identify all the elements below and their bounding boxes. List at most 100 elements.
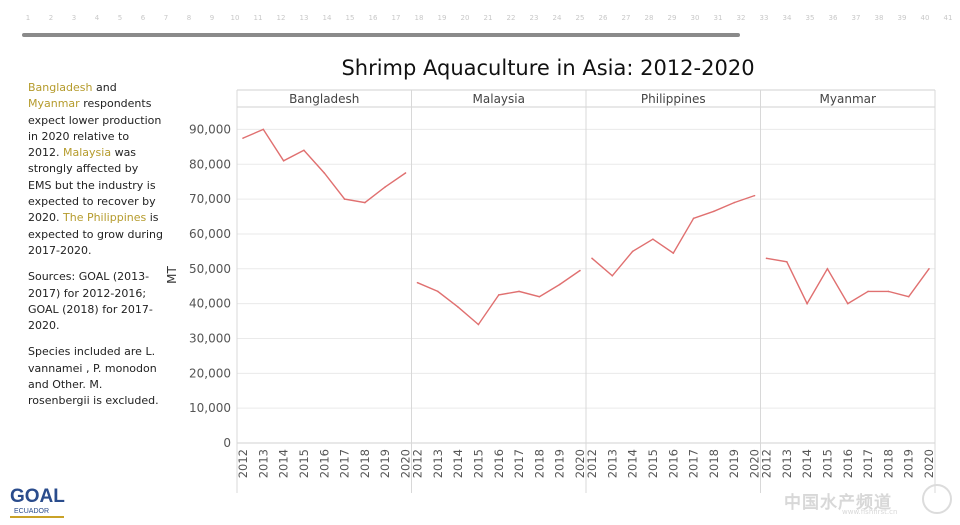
x-tick-label: 2015 xyxy=(297,449,311,478)
slider-tick-label: 37 xyxy=(851,14,861,22)
y-tick-label: 10,000 xyxy=(189,401,231,415)
panel-header-philippines: Philippines xyxy=(641,92,706,106)
page-slider-ticks: 1 2 3 4 5 6 7 8 9 10 11 12 13 14 15 16 17 18 19 20 21 22 23 24 2… xyxy=(25,14,958,30)
y-tick-label: 60,000 xyxy=(189,227,231,241)
data-point xyxy=(437,290,439,293)
x-tick-label: 2020 xyxy=(922,449,936,478)
x-tick-label: 2018 xyxy=(707,449,721,478)
slider-tick-label: 22 xyxy=(506,14,516,22)
sidebar-text: and xyxy=(92,81,117,94)
sidebar-notes: Bangladesh and Myanmar respondents expec… xyxy=(28,80,164,420)
y-tick-label: 80,000 xyxy=(189,157,231,171)
data-point xyxy=(786,261,788,263)
country-philippines: The Philippines xyxy=(63,211,147,225)
sidebar-text: is expected to grow during 2017-2020. xyxy=(28,211,163,257)
country-bangladesh: Bangladesh xyxy=(28,81,93,94)
sidebar-text: respondents expect lower production in 2… xyxy=(28,97,162,160)
data-point xyxy=(928,267,930,270)
series-line-malaysia xyxy=(417,269,581,326)
x-tick-label: 2014 xyxy=(626,449,640,478)
slider-tick-label: 1 xyxy=(25,14,31,22)
slider-tick-label: 38 xyxy=(874,14,884,22)
chart-title: Shrimp Aquaculture in Asia: 2012-2020 xyxy=(341,56,755,80)
data-point xyxy=(713,210,715,213)
x-tick-label: 2017 xyxy=(687,449,701,478)
slider-tick-label: 16 xyxy=(368,14,378,22)
slider-tick-label: 27 xyxy=(621,14,631,22)
x-tick-label: 2012 xyxy=(411,449,425,478)
watermark-text: 中国水产频道 xyxy=(784,493,892,513)
x-tick-label: 2014 xyxy=(451,449,465,478)
data-point xyxy=(303,149,305,152)
data-point xyxy=(672,252,675,254)
data-point xyxy=(907,295,910,298)
slider-tick-label: 14 xyxy=(322,14,332,22)
slider-tick-label: 2 xyxy=(48,14,54,22)
data-point xyxy=(611,274,614,277)
data-point xyxy=(323,172,326,174)
data-point xyxy=(887,290,890,293)
data-point xyxy=(343,198,346,200)
x-tick-label: 2019 xyxy=(378,449,392,478)
slider-tick-label: 32 xyxy=(736,14,746,22)
slider-tick-label: 24 xyxy=(552,14,562,22)
x-tick-label: 2012 xyxy=(585,449,599,478)
slider-tick-label: 7 xyxy=(163,14,169,22)
slider-tick-label: 5 xyxy=(117,14,123,22)
data-point xyxy=(262,128,265,131)
y-tick-label: 40,000 xyxy=(189,297,231,311)
slider-tick-label: 17 xyxy=(391,14,401,22)
data-point xyxy=(591,257,593,260)
x-tick-label: 2017 xyxy=(861,449,875,478)
sidebar-paragraph-summary: Bangladesh and Myanmar respondents expec… xyxy=(28,80,164,259)
data-point xyxy=(753,194,756,197)
x-tick-label: 2017 xyxy=(512,449,526,478)
x-tick-label: 2012 xyxy=(236,449,250,478)
slider-tick-label: 40 xyxy=(920,14,930,22)
page-slider[interactable] xyxy=(22,33,740,37)
watermark-globe-icon xyxy=(922,484,952,514)
panel-header-malaysia: Malaysia xyxy=(473,92,525,106)
slider-tick-label: 35 xyxy=(805,14,815,22)
slider-tick-label: 12 xyxy=(276,14,286,22)
slider-tick-label: 31 xyxy=(713,14,723,22)
data-point xyxy=(477,323,480,326)
y-tick-label: 20,000 xyxy=(189,366,231,380)
slider-tick-label: 36 xyxy=(828,14,838,22)
x-tick-label: 2019 xyxy=(727,449,741,478)
data-point xyxy=(416,281,419,284)
slider-tick-label: 29 xyxy=(667,14,677,22)
x-tick-label: 2018 xyxy=(358,449,372,478)
goal-logo-subtext: ECUADOR xyxy=(14,508,49,515)
slider-tick-label: 23 xyxy=(529,14,539,22)
data-point xyxy=(242,137,244,139)
x-tick-label: 2019 xyxy=(553,449,567,478)
x-tick-label: 2014 xyxy=(277,449,291,478)
x-tick-label: 2016 xyxy=(492,449,506,478)
y-tick-label: 50,000 xyxy=(189,262,231,276)
x-tick-label: 2020 xyxy=(748,449,762,478)
data-point xyxy=(497,294,500,296)
slider-tick-label: 21 xyxy=(483,14,493,22)
y-tick-label: 0 xyxy=(223,436,231,450)
data-point xyxy=(652,238,654,240)
slider-tick-label: 9 xyxy=(209,14,215,22)
slider-tick-label: 8 xyxy=(186,14,192,22)
x-tick-label: 2016 xyxy=(841,449,855,478)
series-line-bangladesh xyxy=(242,128,406,204)
slider-tick-label: 10 xyxy=(230,14,240,22)
panel-header-myanmar: Myanmar xyxy=(820,92,876,106)
slider-tick-label: 15 xyxy=(345,14,355,22)
slider-tick-label: 26 xyxy=(598,14,608,22)
y-tick-label: 30,000 xyxy=(189,331,231,345)
panel-line-chart: 0 10,000 20,000 30,000 40,000 50,000 60,000 70,… xyxy=(165,89,936,493)
x-tick-label: 2013 xyxy=(780,449,794,478)
x-tick-label: 2016 xyxy=(666,449,680,478)
data-point xyxy=(538,295,541,298)
x-tick-label: 2015 xyxy=(820,449,834,478)
data-point xyxy=(765,257,768,260)
x-tick-label: 2019 xyxy=(902,449,916,478)
x-tick-label: 2013 xyxy=(256,449,270,478)
data-point xyxy=(404,172,407,174)
series-line-philippines xyxy=(591,194,755,277)
